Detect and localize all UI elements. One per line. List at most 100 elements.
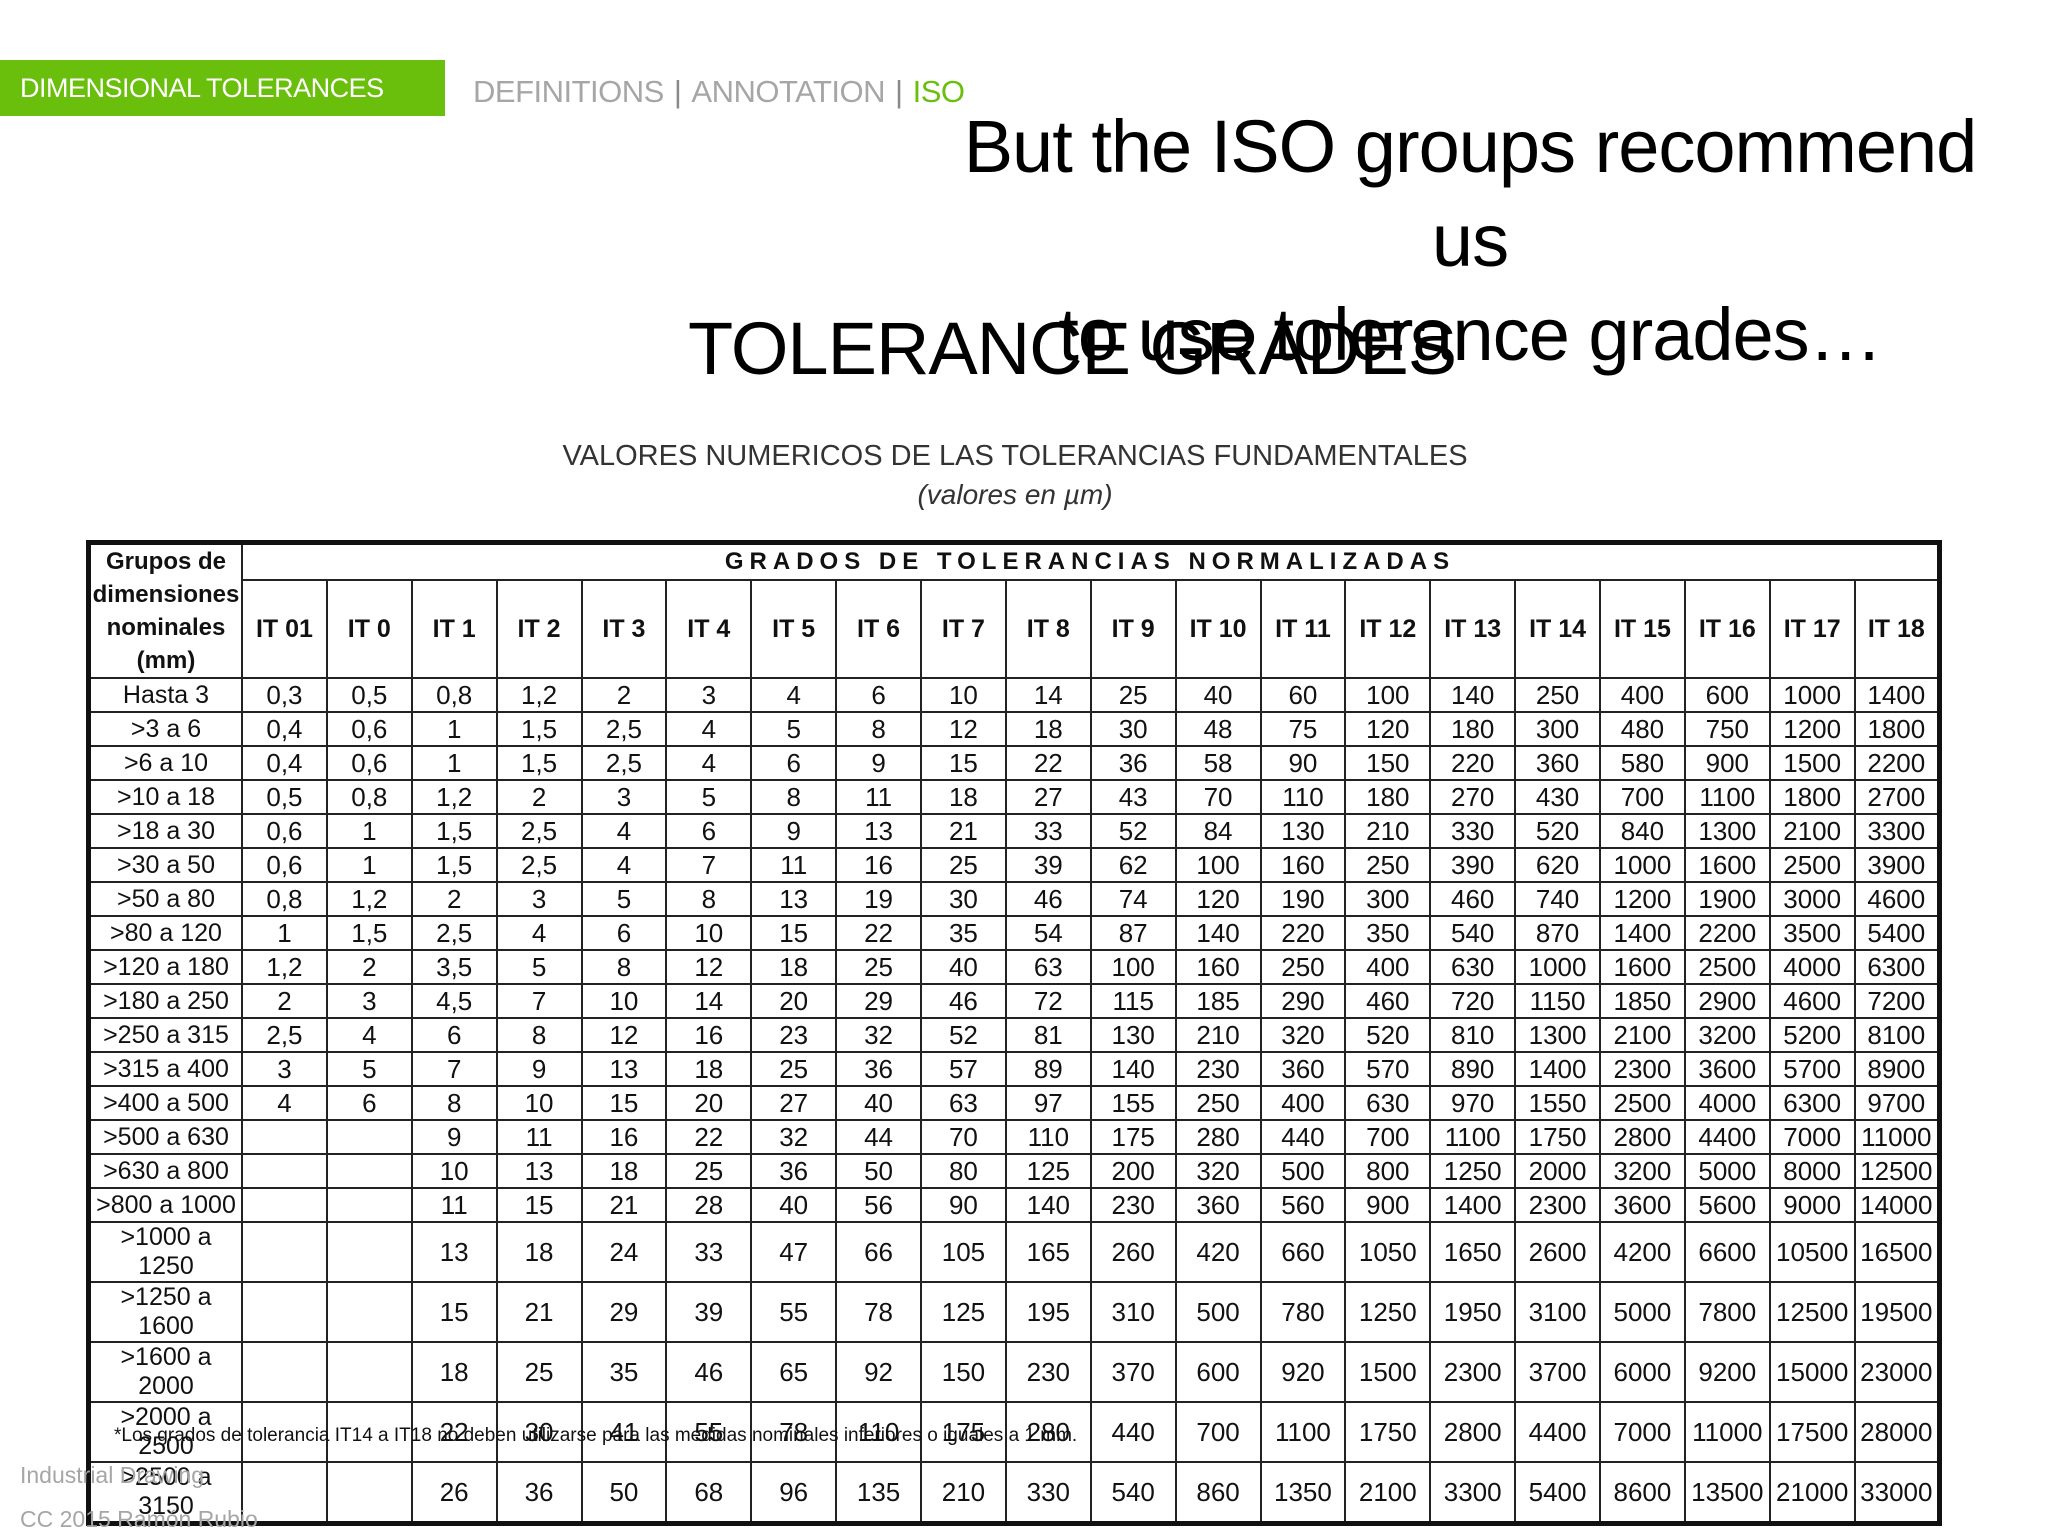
tolerance-value-cell: 44 bbox=[835, 1119, 922, 1155]
tolerance-value-cell: 150 bbox=[920, 1341, 1007, 1403]
tolerance-value-cell: 81 bbox=[1004, 1017, 1092, 1053]
tolerance-value-cell: 4 bbox=[580, 847, 668, 883]
tolerance-value-cell: 3 bbox=[495, 881, 583, 917]
tolerance-value-cell: 1600 bbox=[1683, 847, 1771, 883]
tolerance-value-cell: 30 bbox=[920, 881, 1007, 917]
tolerance-value-cell: 3500 bbox=[1768, 915, 1856, 951]
nav-annotation[interactable]: ANNOTATION bbox=[691, 74, 886, 109]
tolerance-value-cell: 1750 bbox=[1344, 1401, 1432, 1463]
tolerance-value-cell: 750 bbox=[1683, 711, 1771, 747]
tolerance-value-cell: 63 bbox=[920, 1085, 1007, 1121]
tolerance-value-cell: 280 bbox=[1174, 1119, 1262, 1155]
tolerance-value-cell: 175 bbox=[920, 1401, 1007, 1463]
tolerance-value-cell: 29 bbox=[580, 1281, 668, 1343]
tolerance-value-cell: 720 bbox=[1429, 983, 1517, 1019]
tolerance-value-cell: 4 bbox=[750, 677, 838, 713]
tolerance-value-cell: 2 bbox=[241, 983, 328, 1019]
group-header: Grupos de dimensiones nominales (mm) bbox=[87, 541, 243, 679]
tolerance-value-cell: 36 bbox=[835, 1051, 922, 1087]
tolerance-value-cell: 2700 bbox=[1853, 779, 1941, 815]
tolerance-value-cell: 28000 bbox=[1853, 1401, 1941, 1463]
tolerance-value-cell: 195 bbox=[1004, 1281, 1092, 1343]
tolerance-value-cell: 62 bbox=[1089, 847, 1177, 883]
tolerance-value-cell: 600 bbox=[1174, 1341, 1262, 1403]
headline: But the ISO groups recommend us to use t… bbox=[930, 100, 2010, 382]
tolerance-value-cell: 870 bbox=[1514, 915, 1601, 951]
tolerance-value-cell: 66 bbox=[835, 1221, 922, 1283]
tolerance-value-cell: 250 bbox=[1514, 677, 1601, 713]
table-row: >500 a 630 9 11 16 22 32 44 70 110 175 280 440 700 11… bbox=[87, 1119, 1941, 1155]
tolerance-value-cell: 46 bbox=[665, 1341, 753, 1403]
nav-iso[interactable]: ISO bbox=[912, 74, 965, 109]
tolerance-value-cell: 78 bbox=[835, 1281, 922, 1343]
tolerance-value-cell: 370 bbox=[1089, 1341, 1177, 1403]
tolerance-value-cell: 40 bbox=[1174, 677, 1262, 713]
tolerance-value-cell: 56 bbox=[835, 1187, 922, 1223]
tolerance-value-cell: 600 bbox=[1683, 677, 1771, 713]
tolerance-value-cell: 8 bbox=[410, 1085, 498, 1121]
tolerance-value-cell: 100 bbox=[1089, 949, 1177, 985]
tolerance-value-cell: 87 bbox=[1089, 915, 1177, 951]
tolerance-value-cell: 360 bbox=[1174, 1187, 1262, 1223]
tolerance-value-cell: 5200 bbox=[1768, 1017, 1856, 1053]
tolerance-value-cell: 110 bbox=[835, 1401, 922, 1463]
section-label: DIMENSIONAL TOLERANCES bbox=[0, 60, 445, 116]
tolerance-value-cell: 230 bbox=[1004, 1341, 1092, 1403]
tolerance-value-cell: 1550 bbox=[1514, 1085, 1601, 1121]
tolerance-value-cell: 630 bbox=[1344, 1085, 1432, 1121]
tolerance-value-cell: 5600 bbox=[1683, 1187, 1771, 1223]
tolerance-value-cell: 580 bbox=[1599, 745, 1686, 781]
headline-line-2: to use tolerance grades… bbox=[1058, 293, 1882, 376]
tolerance-value-cell: 140 bbox=[1089, 1051, 1177, 1087]
tolerance-value-cell: 70 bbox=[920, 1119, 1007, 1155]
nav-definitions[interactable]: DEFINITIONS bbox=[473, 74, 664, 109]
tolerance-value-cell: 16 bbox=[665, 1017, 753, 1053]
tolerance-value-cell: 3300 bbox=[1853, 813, 1941, 849]
tolerance-value-cell: 1500 bbox=[1344, 1341, 1432, 1403]
tolerance-value-cell: 25 bbox=[665, 1153, 753, 1189]
tolerance-value-cell: 18 bbox=[920, 779, 1007, 815]
tolerance-value-cell: 8 bbox=[665, 881, 753, 917]
tolerance-value-cell: 2200 bbox=[1853, 745, 1941, 781]
tolerance-value-cell: 2,5 bbox=[495, 847, 583, 883]
tolerance-value-cell: 110 bbox=[1259, 779, 1347, 815]
grade-header-cell: IT 2 bbox=[495, 579, 583, 679]
tolerance-value-cell: 5400 bbox=[1514, 1461, 1601, 1525]
tolerance-value-cell: 220 bbox=[1259, 915, 1347, 951]
tolerance-value-cell: 0,5 bbox=[325, 677, 413, 713]
tolerance-value-cell: 250 bbox=[1344, 847, 1432, 883]
tolerance-value-cell: 210 bbox=[1174, 1017, 1262, 1053]
tolerance-value-cell: 10500 bbox=[1768, 1221, 1856, 1283]
tolerance-value-cell: 9 bbox=[835, 745, 922, 781]
tolerance-value-cell: 52 bbox=[1089, 813, 1177, 849]
tolerance-value-cell: 5 bbox=[665, 779, 753, 815]
tolerance-value-cell: 2100 bbox=[1768, 813, 1856, 849]
tolerance-value-cell: 180 bbox=[1429, 711, 1517, 747]
table-row: >180 a 250 2 3 4,5 7 10 14 20 29 46 72 115 185 290 460… bbox=[87, 983, 1941, 1019]
tolerance-value-cell: 8 bbox=[580, 949, 668, 985]
tolerance-value-cell: 21000 bbox=[1768, 1461, 1856, 1525]
grade-header-cell: IT 18 bbox=[1853, 579, 1941, 679]
tolerance-value-cell: 40 bbox=[835, 1085, 922, 1121]
tolerance-value-cell: 2200 bbox=[1683, 915, 1771, 951]
tolerance-value-cell: 15 bbox=[495, 1187, 583, 1223]
tolerance-value-cell: 840 bbox=[1599, 813, 1686, 849]
tolerance-value-cell: 540 bbox=[1429, 915, 1517, 951]
tolerance-value-cell: 9700 bbox=[1853, 1085, 1941, 1121]
tolerance-value-cell: 3200 bbox=[1599, 1153, 1686, 1189]
tolerance-value-cell: 12 bbox=[920, 711, 1007, 747]
dimension-cell: >80 a 120 bbox=[87, 915, 243, 951]
tolerance-value-cell: 1000 bbox=[1768, 677, 1856, 713]
tolerance-value-cell bbox=[325, 1281, 413, 1343]
tolerance-value-cell: 65 bbox=[750, 1341, 838, 1403]
tolerance-value-cell: 97 bbox=[1004, 1085, 1092, 1121]
tolerance-value-cell: 2500 bbox=[1683, 949, 1771, 985]
tolerance-value-cell: 2 bbox=[495, 779, 583, 815]
tolerance-value-cell: 1100 bbox=[1429, 1119, 1517, 1155]
tolerance-value-cell: 14000 bbox=[1853, 1187, 1941, 1223]
tolerance-value-cell: 32 bbox=[835, 1017, 922, 1053]
tolerance-value-cell: 28 bbox=[665, 1187, 753, 1223]
dimension-cell: >50 a 80 bbox=[87, 881, 243, 917]
tolerance-value-cell: 1,5 bbox=[495, 711, 583, 747]
tolerance-value-cell: 115 bbox=[1089, 983, 1177, 1019]
